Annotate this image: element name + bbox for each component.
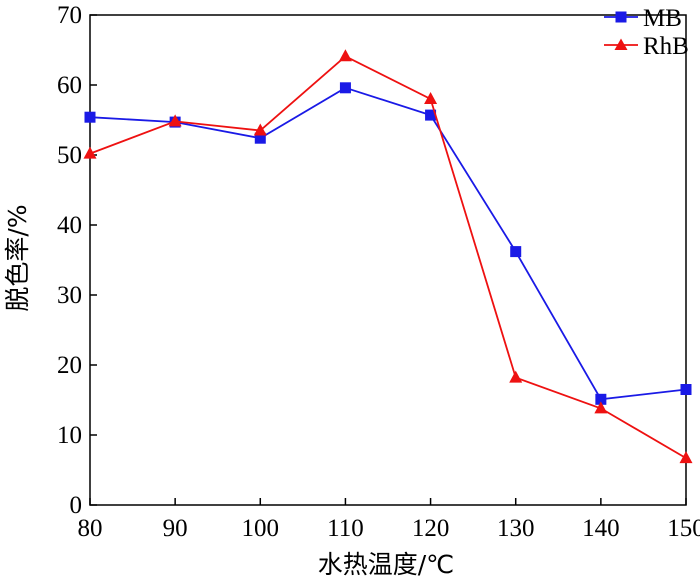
- y-axis-title: 脱色率/%: [3, 204, 32, 311]
- legend-marker-mb: [615, 11, 627, 23]
- x-axis-title: 水热温度/℃: [318, 550, 455, 579]
- y-tick-label: 0: [70, 492, 83, 519]
- x-tick-label: 100: [242, 515, 280, 542]
- plot-frame: [89, 14, 687, 506]
- y-tick-label: 60: [57, 72, 82, 99]
- axes: [89, 14, 687, 506]
- y-tick-label: 40: [57, 212, 82, 239]
- x-tick-label: 80: [78, 515, 103, 542]
- x-tick-label: 140: [582, 515, 620, 542]
- data-point-rhb: [424, 92, 438, 104]
- data-point-mb: [425, 109, 437, 121]
- y-tick-label: 50: [57, 142, 82, 169]
- data-point-mb: [595, 393, 607, 405]
- legend-marker-rhb: [614, 38, 628, 50]
- legend: MB RhB: [604, 5, 689, 60]
- data-point-rhb: [679, 451, 693, 464]
- data-point-mb: [84, 111, 96, 123]
- x-tick-label: 110: [327, 515, 364, 542]
- data-point-mb: [510, 246, 522, 258]
- x-tick-label: 120: [412, 515, 450, 542]
- legend-label-rhb: RhB: [643, 33, 689, 60]
- y-tick-label: 10: [57, 422, 82, 449]
- y-tick-label: 20: [57, 352, 82, 379]
- series-line-rhb: [89, 55, 687, 459]
- y-tick-label: 30: [57, 282, 82, 309]
- x-tick-label: 150: [667, 515, 700, 542]
- series: [83, 49, 693, 464]
- data-point-rhb: [83, 146, 97, 159]
- data-point-mb: [339, 82, 351, 94]
- data-point-mb: [680, 384, 692, 395]
- x-tick-label: 90: [163, 515, 188, 542]
- legend-label-mb: MB: [643, 5, 682, 32]
- tick-labels: 80 90 100 110 120 130 140 150 0 10 20 30 40 50 60 70: [57, 2, 700, 542]
- data-point-rhb: [253, 123, 267, 136]
- data-point-rhb: [338, 49, 352, 62]
- data-point-mb: [254, 132, 266, 144]
- x-tick-label: 130: [497, 515, 535, 542]
- series-line-mb: [89, 86, 687, 401]
- data-point-rhb: [168, 114, 182, 127]
- data-point-rhb: [509, 370, 523, 383]
- series-rhb: [83, 49, 693, 464]
- y-tick-label: 70: [57, 2, 82, 29]
- series-mb: [84, 82, 692, 405]
- data-point-rhb: [594, 401, 608, 414]
